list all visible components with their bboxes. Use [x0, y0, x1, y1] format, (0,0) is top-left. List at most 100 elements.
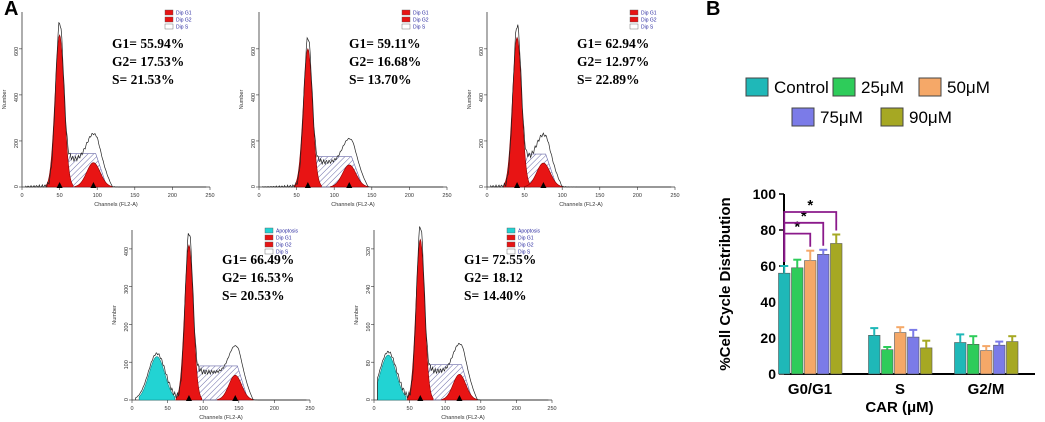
y-tick-label: 0 [768, 366, 776, 382]
peak-marker [514, 182, 521, 188]
significance-bracket [783, 211, 838, 262]
stat-g1: G1= 62.94% [577, 36, 649, 51]
y-axis-label: Number [2, 90, 8, 110]
x-axis-label: Channels (FL2-A) [94, 202, 138, 208]
legend-swatch [401, 23, 411, 30]
legend-swatch [401, 16, 411, 23]
x-tick-label: 50 [294, 193, 300, 199]
x-tick-label: 100 [441, 406, 450, 412]
peak-marker [56, 182, 63, 188]
legend-label: Dip G1 [276, 236, 292, 242]
y-tick-label: 100 [124, 360, 130, 369]
stat-g2: G2= 17.53% [112, 54, 184, 69]
bar [920, 347, 933, 375]
histogram-50um: 0 50 100 150 200 250 0 200 400 600 Channels (FL2-A… [467, 9, 680, 208]
phase-stats: G1= 62.94% G2= 12.97% S= 22.89% [577, 36, 649, 87]
phase-stats: G1= 66.49% G2= 16.53% S= 20.53% [222, 252, 294, 303]
legend-swatch [164, 16, 174, 23]
y-axis-label: Number [239, 90, 245, 110]
y-tick-label: 200 [14, 139, 20, 148]
x-axis-label: Channels (FL2-A) [441, 415, 485, 421]
legend-label: Dip S [276, 250, 289, 256]
legend-label: Dip S [518, 250, 531, 256]
y-axis-label: Number [467, 90, 473, 110]
peak-marker [90, 182, 97, 188]
legend-label: Dip G1 [641, 11, 657, 17]
x-tick-label: 50 [57, 193, 63, 199]
histogram-25um: 0 50 100 150 200 250 0 200 400 600 Channels (FL2-A… [239, 9, 452, 208]
x-tick-label: 200 [270, 406, 279, 412]
x-tick-label: 100 [330, 193, 339, 199]
legend-label: Dip G1 [413, 11, 429, 17]
y-tick-label: 0 [366, 398, 372, 401]
bar [980, 350, 993, 375]
x-axis-label: Channels (FL2-A) [199, 415, 243, 421]
peak-marker [346, 182, 353, 188]
legend-label-0: Control [774, 78, 829, 97]
y-tick-label: 160 [366, 322, 372, 331]
x-tick-label: 250 [547, 406, 556, 412]
bar [881, 349, 894, 375]
legend-label: Dip G2 [276, 243, 292, 249]
peak-marker [185, 395, 192, 401]
legend-label: Dip G2 [413, 18, 429, 24]
bar [778, 272, 791, 375]
x-tick-label: 150 [367, 193, 376, 199]
y-tick-label: 200 [479, 139, 485, 148]
histogram-outline [25, 21, 207, 188]
x-tick-label: 0 [257, 193, 260, 199]
legend-label-1: 25μM [861, 78, 904, 97]
bar [894, 332, 907, 375]
y-tick-label: 320 [366, 247, 372, 256]
y-tick-label: 200 [251, 139, 257, 148]
x-tick-label: 200 [405, 193, 414, 199]
y-tick-label: 0 [124, 398, 130, 401]
legend-swatch [629, 16, 639, 23]
x-tick-label: 50 [407, 406, 413, 412]
y-tick-label: 400 [479, 93, 485, 102]
stat-g2: G2= 16.53% [222, 270, 294, 285]
legend-swatch [506, 234, 516, 241]
x-tick-label: S [895, 381, 905, 398]
legend-swatch [264, 241, 274, 248]
x-tick-label: 0 [20, 193, 23, 199]
y-tick-label: 40 [760, 294, 776, 310]
x-tick-label: 200 [633, 193, 642, 199]
x-axis-label: Channels (FL2-A) [331, 202, 375, 208]
x-tick-label: 0 [372, 406, 375, 412]
phase-stats: G1= 59.11% G2= 16.68% S= 13.70% [349, 36, 421, 87]
y-tick-label: 300 [124, 285, 130, 294]
legend-label-4: 90μM [909, 108, 952, 127]
y-tick-label: 100 [753, 186, 777, 202]
bar [993, 344, 1006, 375]
stat-g1: G1= 72.55% [464, 252, 536, 267]
significance-star: * [801, 208, 807, 225]
x-tick-label: 250 [670, 193, 679, 199]
bar [830, 243, 843, 375]
x-tick-label: 250 [205, 193, 214, 199]
histogram-outline [262, 36, 444, 188]
phase-stats: G1= 72.55% G2= 18.12 S= 14.40% [464, 252, 536, 303]
legend-swatch-4 [880, 107, 904, 127]
panel-b-label: B [706, 0, 721, 20]
histogram-outline [135, 233, 307, 401]
legend-label: Dip G1 [518, 236, 534, 242]
stat-g1: G1= 55.94% [112, 36, 184, 51]
x-tick-label: 50 [165, 406, 171, 412]
panel-a-label: A [4, 0, 19, 20]
y-tick-label: 80 [760, 222, 776, 238]
stat-s: S= 22.89% [577, 72, 639, 87]
bar [967, 343, 980, 375]
y-axis-label: Number [354, 305, 360, 325]
peak-marker [540, 182, 547, 188]
legend-label: Dip S [641, 25, 654, 31]
x-tick-label: 0 [485, 193, 488, 199]
legend-label: Apoptosis [276, 229, 298, 235]
y-tick-label: 240 [366, 285, 372, 294]
histogram-90um: 0 50 100 150 200 250 0 80 160 240 320 Channels (FL2… [354, 226, 557, 421]
bar [954, 342, 967, 375]
x-axis-label: CAR (μM) [865, 399, 933, 416]
stat-g2: G2= 18.12 [464, 270, 523, 285]
legend-swatch [506, 248, 516, 255]
y-tick-label: 200 [124, 322, 130, 331]
